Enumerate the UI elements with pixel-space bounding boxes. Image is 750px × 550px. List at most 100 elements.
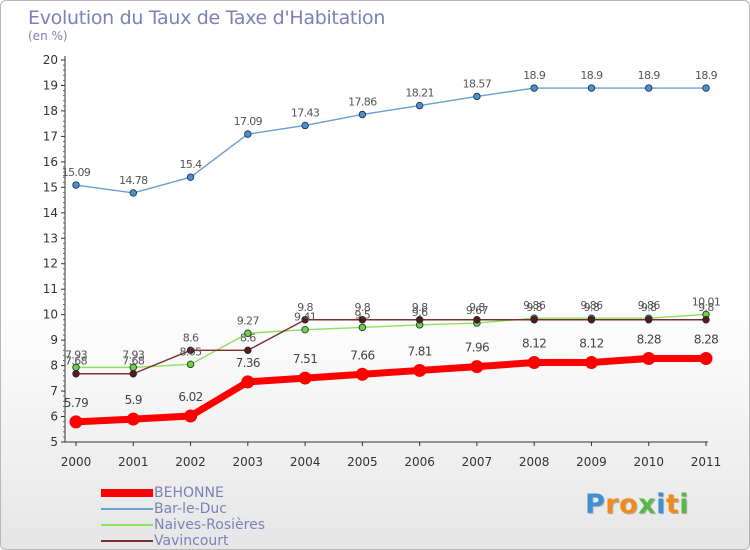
data-label: 9.67 [466,304,489,317]
data-point [301,316,309,324]
data-label: 9.8 [641,301,657,314]
logo-letter: P [585,489,606,520]
data-label: 15.4 [179,158,202,171]
data-label: 9.27 [237,314,260,327]
y-tick-label: 11 [43,282,58,296]
series-line-naives-rosi-res [76,313,707,369]
legend: BEHONNE Bar-le-Duc Naives-Rosières Vavincou… [101,485,265,549]
data-label: 8.28 [694,332,718,346]
data-label: 18.9 [523,69,546,82]
y-tick-label: 13 [43,231,58,245]
data-point [72,181,80,189]
data-point [584,356,598,370]
data-point [129,189,137,197]
y-tick-label: 6 [50,410,58,424]
legend-label: Naives-Rosières [154,517,266,533]
logo-letter: r [605,489,620,520]
data-label: 8.28 [637,332,661,346]
chart-unit: (en %) [28,29,68,43]
data-label: 18.9 [580,69,603,82]
data-label: 9.8 [469,301,485,314]
data-label: 9.86 [580,299,603,312]
data-label: 17.09 [234,115,263,128]
data-label: 5.79 [64,396,88,410]
data-point [587,316,596,324]
proxiti-logo: Proxiti [585,489,689,520]
data-label: 8.6 [183,331,199,344]
x-tick-label: 2010 [633,455,664,469]
data-label: 9.8 [412,301,428,314]
legend-swatch [101,540,153,542]
data-point [473,92,481,101]
data-point [530,316,538,324]
data-label: 7.68 [65,355,88,368]
data-point [642,351,656,365]
data-label: 7.93 [122,348,145,361]
data-point [699,351,713,365]
x-tick-label: 2005 [347,455,378,469]
y-tick-label: 15 [43,180,58,194]
data-point [415,316,424,324]
data-point [415,101,424,110]
data-label: 8.05 [179,345,202,358]
logo-letter: i [656,489,666,520]
x-tick-label: 2008 [519,455,550,469]
legend-swatch [101,508,153,510]
data-label: 7.81 [407,344,431,358]
x-tick-label: 2000 [61,455,92,469]
data-label: 8.12 [522,337,546,351]
legend-label: Bar-le-Duc [154,501,228,517]
data-label: 18.21 [405,87,434,100]
legend-item: BEHONNE [101,485,265,501]
legend-label: BEHONNE [154,485,224,501]
data-point [69,415,83,429]
series-line-behonne [75,354,706,426]
data-point [186,173,195,181]
x-tick-label: 2001 [118,455,149,469]
legend-swatch [101,524,153,526]
series-line-vavincourt [76,319,706,375]
data-label: 5.9 [125,393,142,407]
data-label: 10.01 [692,295,721,308]
legend-label: Vavincourt [154,533,229,549]
y-tick-label: 9 [50,333,58,347]
data-label: 8.6 [240,331,256,344]
data-point [129,370,137,378]
x-tick-label: 2002 [175,455,206,469]
legend-item: Naives-Rosières [101,517,265,533]
data-point [702,84,710,92]
data-point [186,346,195,355]
data-point [358,110,367,119]
logo-letter: o [619,489,639,520]
data-point [473,316,481,324]
data-point [530,84,538,92]
y-tick-label: 20 [43,53,58,67]
data-label: 9.8 [698,301,714,314]
axes: 5 6 7 8 9 10 11 12 13 14 15 16 17 18 19 20 2000 2001 2002 2… [43,53,722,469]
data-label: 7.51 [293,352,317,366]
y-tick-label: 17 [43,129,58,143]
data-point [413,363,427,377]
data-point [470,360,484,374]
data-label: 7.68 [122,355,145,368]
data-label: 9.8 [526,301,542,314]
data-label: 7.36 [236,356,260,370]
y-tick-label: 12 [43,257,58,271]
data-point [244,329,252,337]
data-point [358,316,367,324]
y-tick-label: 14 [43,206,58,220]
data-point [645,316,653,324]
data-label: 9.86 [638,299,661,312]
data-point [184,409,198,423]
data-point [358,323,367,332]
y-tick-label: 16 [43,155,58,169]
data-label: 14.78 [119,174,148,187]
logo-letter: x [638,489,657,520]
chart-title: Evolution du Taux de Taxe d'Habitation [28,7,386,29]
data-point [72,370,80,378]
x-tick-label: 2009 [576,455,607,469]
data-point [126,412,140,426]
y-tick-label: 8 [50,359,58,373]
